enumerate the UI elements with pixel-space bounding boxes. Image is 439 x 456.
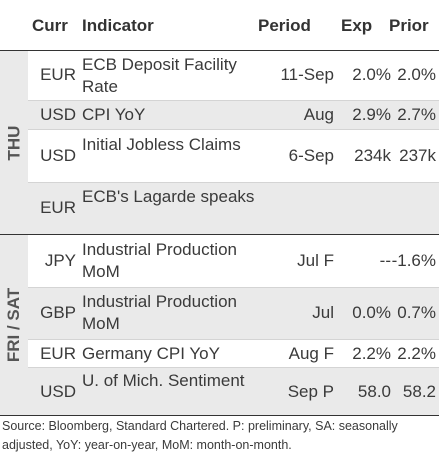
cell-period: 11-Sep (280, 65, 334, 84)
table-bottom-rule (0, 415, 439, 416)
group-thu-band (0, 51, 28, 234)
cell-exp: 2.0% (352, 65, 391, 84)
cell-curr: GBP (40, 303, 76, 322)
cell-exp: 0.0% (352, 303, 391, 322)
table-header: Curr Indicator Period Exp Prior (0, 0, 439, 51)
cell-period: Jul (312, 303, 334, 322)
header-prior: Prior (389, 16, 429, 35)
cell-indicator: U. of Mich. Sentiment (82, 371, 245, 390)
group-frisat-label: FRI / SAT (4, 287, 24, 363)
cell-exp: 234k (354, 146, 391, 165)
cell-period: Aug (303, 105, 334, 124)
header-curr: Curr (32, 16, 68, 35)
table-row: EUR ECB's Lagarde speaks (28, 183, 439, 234)
cell-prior: -1.6% (391, 251, 436, 270)
group-frisat-band (0, 235, 28, 415)
cell-indicator: ECB Deposit Facility Rate (82, 55, 237, 96)
cell-indicator: Initial Jobless Claims (82, 135, 241, 154)
table-row: EUR Germany CPI YoY Aug F 2.2% 2.2% (28, 340, 439, 368)
cell-indicator: CPI YoY (82, 105, 146, 124)
cell-prior: 2.2% (397, 344, 436, 363)
cell-prior: 58.2 (402, 382, 436, 401)
source-footnote: Source: Bloomberg, Standard Chartered. P… (2, 419, 398, 452)
header-indicator: Indicator (82, 16, 154, 35)
cell-curr: JPY (44, 251, 76, 270)
cell-indicator: Industrial Production MoM (82, 292, 237, 333)
cell-exp: 2.9% (352, 105, 391, 124)
cell-prior: 237k (399, 146, 436, 165)
header-exp: Exp (341, 16, 373, 35)
cell-curr: EUR (40, 65, 76, 84)
table-row: EUR ECB Deposit Facility Rate 11-Sep 2.0… (28, 51, 439, 101)
group-divider (0, 234, 439, 235)
cell-period: Jul F (297, 251, 334, 270)
cell-period: 6-Sep (288, 146, 334, 165)
group-thu-label: THU (4, 125, 24, 160)
cell-curr: EUR (40, 198, 76, 217)
table-row: USD CPI YoY Aug 2.9% 2.7% (28, 101, 439, 130)
cell-curr: USD (40, 146, 76, 165)
cell-indicator: Industrial Production MoM (82, 240, 237, 281)
cell-period: Sep P (287, 382, 334, 401)
table-row: USD U. of Mich. Sentiment Sep P 58.0 58.… (28, 368, 439, 415)
table-row: GBP Industrial Production MoM Jul 0.0% 0… (28, 288, 439, 340)
cell-curr: USD (40, 105, 76, 124)
cell-period: Aug F (288, 344, 334, 363)
table-row: JPY Industrial Production MoM Jul F -- -… (28, 235, 439, 288)
cell-prior: 0.7% (397, 303, 436, 322)
cell-prior: 2.0% (397, 65, 436, 84)
cell-indicator: ECB's Lagarde speaks (82, 187, 255, 206)
cell-curr: EUR (40, 344, 76, 363)
cell-indicator: Germany CPI YoY (82, 344, 220, 363)
cell-exp: 58.0 (357, 382, 391, 401)
cell-exp: 2.2% (352, 344, 391, 363)
cell-curr: USD (40, 382, 76, 401)
header-period: Period (258, 16, 311, 35)
table-row: USD Initial Jobless Claims 6-Sep 234k 23… (28, 130, 439, 183)
cell-exp: -- (379, 251, 391, 270)
cell-prior: 2.7% (397, 105, 436, 124)
